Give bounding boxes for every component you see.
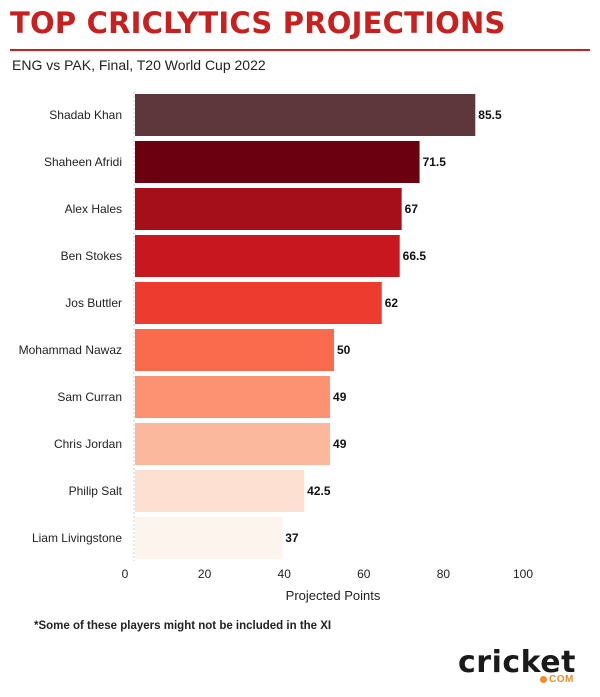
bar (135, 188, 402, 230)
bar (135, 470, 305, 512)
x-tick-label: 80 (437, 567, 451, 581)
bar-chart: Shadab Khan 85.5 Shaheen Afridi 71.5 Alex Ha… (19, 92, 533, 603)
footnote: *Some of these players might not be incl… (34, 620, 332, 632)
x-tick-label: 40 (278, 567, 292, 581)
bar (135, 517, 283, 559)
title-underline (10, 49, 590, 51)
bar (135, 94, 476, 136)
value-label: 49 (333, 437, 347, 451)
x-tick-label: 60 (357, 567, 371, 581)
cricket-com-logo: cricket COM (458, 646, 576, 690)
bar (135, 282, 382, 324)
value-label: 66.5 (403, 249, 427, 263)
bar (135, 235, 400, 277)
bar (135, 329, 334, 371)
bar (135, 423, 331, 465)
x-tick-label: 0 (122, 567, 129, 581)
chart-title: TOP CRICLYTICS PROJECTIONS (10, 6, 506, 40)
bar (135, 141, 420, 183)
category-label: Liam Livingstone (32, 531, 122, 545)
category-label: Shadab Khan (49, 108, 122, 122)
category-label: Alex Hales (65, 202, 122, 216)
category-label: Philip Salt (69, 484, 123, 498)
category-label: Mohammad Nawaz (19, 343, 122, 357)
value-label: 71.5 (423, 155, 447, 169)
category-label: Chris Jordan (54, 437, 122, 451)
logo-dot-icon (540, 676, 547, 683)
logo-suffix: COM (549, 674, 574, 685)
value-label: 85.5 (478, 108, 502, 122)
category-label: Ben Stokes (61, 249, 122, 263)
value-label: 49 (333, 390, 347, 404)
category-label: Jos Buttler (65, 296, 122, 310)
x-axis-label: Projected Points (286, 588, 381, 603)
category-label: Shaheen Afridi (44, 155, 122, 169)
chart-subtitle: ENG vs PAK, Final, T20 World Cup 2022 (12, 57, 266, 73)
value-label: 62 (385, 296, 399, 310)
category-label: Sam Curran (57, 390, 122, 404)
value-label: 67 (405, 202, 419, 216)
bar (135, 376, 331, 418)
value-label: 42.5 (307, 484, 331, 498)
value-label: 37 (285, 531, 299, 545)
value-label: 50 (337, 343, 351, 357)
x-tick-label: 20 (198, 567, 212, 581)
x-tick-label: 100 (513, 567, 533, 581)
logo-wordmark: cricket (458, 645, 576, 680)
